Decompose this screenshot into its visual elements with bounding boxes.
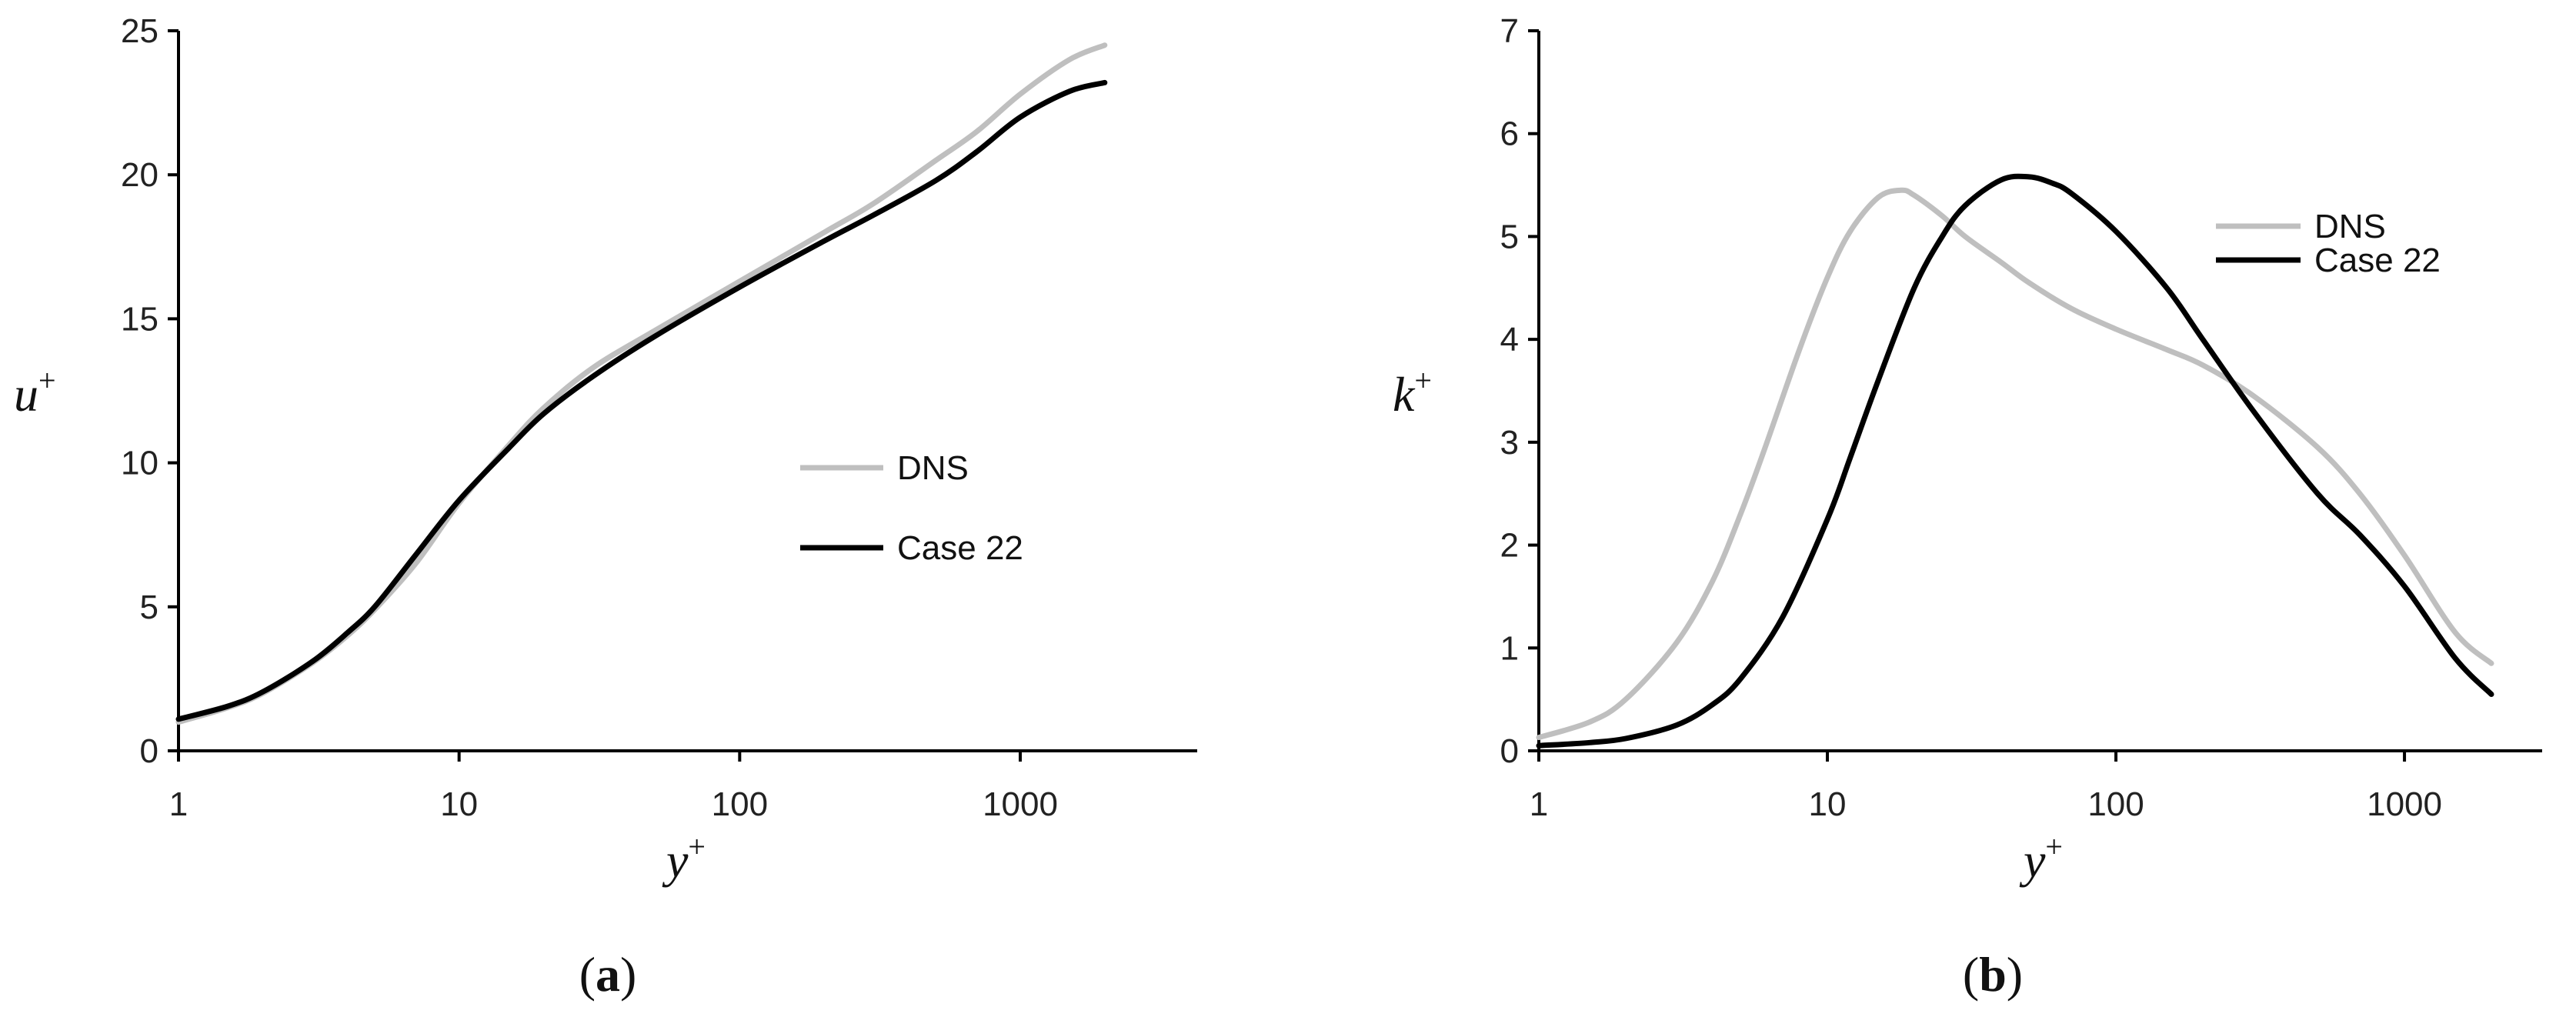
chart-a-y-tick-label: 5 xyxy=(140,589,158,626)
chart-b-series-dns xyxy=(1536,187,2494,741)
chart-b-legend: DNS Case 22 xyxy=(2216,208,2441,279)
chart-b-y-tick-label: 4 xyxy=(1500,321,1519,358)
chart-a-x-tick-label: 10 xyxy=(440,785,478,823)
chart-b-series xyxy=(1536,173,2494,749)
chart-b-legend-label-case22: Case 22 xyxy=(2314,242,2441,279)
chart-a-y-tick-label: 0 xyxy=(140,732,158,770)
chart-b-y-tick-label: 0 xyxy=(1500,732,1519,770)
chart-a-y-tick-label: 15 xyxy=(121,300,158,338)
chart-b-x-ticks: 1 10 100 1000 xyxy=(1530,751,2442,823)
chart-a-y-ticks: 0 5 10 15 20 25 xyxy=(121,12,179,770)
chart-b-y-tick-label: 7 xyxy=(1500,12,1519,50)
chart-a-panel-label: (a) xyxy=(579,947,637,1002)
chart-a-y-tick-label: 10 xyxy=(121,445,158,482)
chart-b-panel-label: (b) xyxy=(1963,947,2023,1002)
chart-b-y-axis-label: k+ xyxy=(1393,363,1432,422)
chart-b-y-tick-label: 5 xyxy=(1500,218,1519,255)
chart-a-series-dns xyxy=(175,42,1108,725)
chart-a-y-tick-label: 20 xyxy=(121,156,158,194)
chart-a-x-axis-label: y+ xyxy=(662,829,706,888)
chart-a-series-case-22 xyxy=(175,79,1108,722)
chart-a-legend: DNS Case 22 xyxy=(800,449,1023,567)
chart-b-y-ticks: 0 1 2 3 4 5 6 7 xyxy=(1500,12,1539,770)
chart-a-legend-label-dns: DNS xyxy=(897,449,969,487)
chart-a-x-ticks: 1 10 100 1000 xyxy=(169,751,1058,823)
chart-b-x-tick-label: 10 xyxy=(1809,785,1847,823)
chart-b-legend-label-dns: DNS xyxy=(2314,208,2386,245)
chart-b-x-axis-label: y+ xyxy=(2019,829,2063,888)
chart-b-y-tick-label: 3 xyxy=(1500,424,1519,462)
chart-b-x-tick-label: 100 xyxy=(2087,785,2144,823)
chart-a-legend-label-case22: Case 22 xyxy=(897,529,1023,567)
chart-a-y-tick-label: 25 xyxy=(121,12,158,50)
chart-a-y-axis-label: u+ xyxy=(14,363,56,422)
chart-a-series xyxy=(175,42,1108,725)
chart-b-x-tick-label: 1 xyxy=(1530,785,1548,823)
chart-b-axes xyxy=(1537,31,2542,752)
chart-a-x-tick-label: 1 xyxy=(169,785,188,823)
chart-b-series-case-22 xyxy=(1536,173,2494,749)
chart-b-x-tick-label: 1000 xyxy=(2367,785,2442,823)
chart-b-y-tick-label: 6 xyxy=(1500,115,1519,153)
chart-a-x-tick-label: 1000 xyxy=(983,785,1058,823)
chart-a-axes xyxy=(177,31,1197,752)
chart-b-y-tick-label: 2 xyxy=(1500,527,1519,565)
chart-a-x-tick-label: 100 xyxy=(712,785,768,823)
chart-b-y-tick-label: 1 xyxy=(1500,629,1519,667)
